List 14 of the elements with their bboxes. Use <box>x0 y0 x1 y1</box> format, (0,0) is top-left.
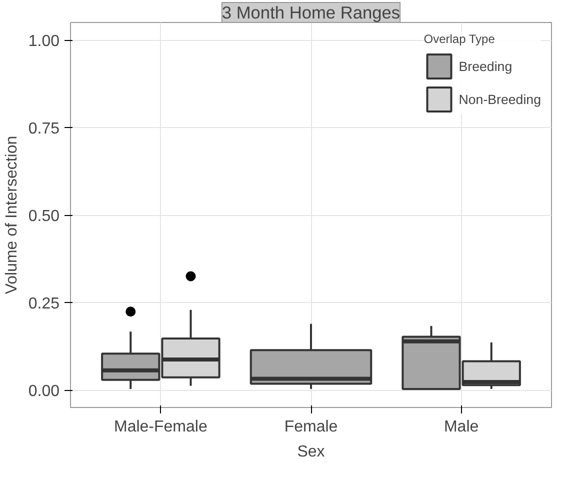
x-axis-title: Sex <box>297 444 325 460</box>
x-tick-label: Male <box>444 418 479 436</box>
legend-label: Non-Breeding <box>458 92 541 106</box>
y-tick-label: 0.50 <box>28 208 60 225</box>
chart-title: 3 Month Home Ranges <box>222 2 400 22</box>
x-tick-label: Male-Female <box>114 418 208 436</box>
y-tick-label: 0.25 <box>28 296 60 312</box>
y-tick-label: 0.75 <box>28 120 60 138</box>
x-tick-label: Female <box>284 418 338 436</box>
legend-label: Breeding <box>458 58 512 74</box>
y-tick-label: 1.00 <box>28 33 60 50</box>
y-axis-title: Volume of Intersection <box>3 136 20 294</box>
y-tick-label: 0.00 <box>28 383 60 400</box>
legend-title: Overlap Type <box>424 32 496 46</box>
